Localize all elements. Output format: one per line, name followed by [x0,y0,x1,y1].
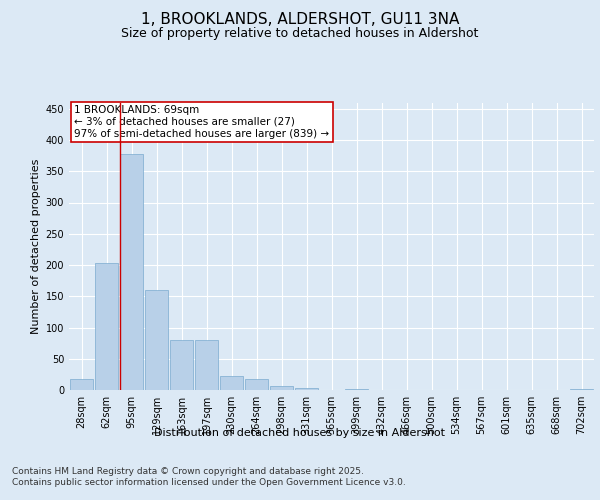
Text: Distribution of detached houses by size in Aldershot: Distribution of detached houses by size … [155,428,445,438]
Y-axis label: Number of detached properties: Number of detached properties [31,158,41,334]
Bar [70,379,93,390]
Bar [120,154,143,390]
Text: Contains HM Land Registry data © Crown copyright and database right 2025.
Contai: Contains HM Land Registry data © Crown c… [12,468,406,487]
Bar [195,340,218,390]
Text: 1, BROOKLANDS, ALDERSHOT, GU11 3NA: 1, BROOKLANDS, ALDERSHOT, GU11 3NA [141,12,459,28]
Bar [170,340,193,390]
Text: 1 BROOKLANDS: 69sqm
← 3% of detached houses are smaller (27)
97% of semi-detache: 1 BROOKLANDS: 69sqm ← 3% of detached hou… [74,106,329,138]
Bar [220,376,243,390]
Text: Size of property relative to detached houses in Aldershot: Size of property relative to detached ho… [121,28,479,40]
Bar [295,388,318,390]
Bar [145,290,168,390]
Bar [270,386,293,390]
Bar [95,263,118,390]
Bar [245,379,268,390]
